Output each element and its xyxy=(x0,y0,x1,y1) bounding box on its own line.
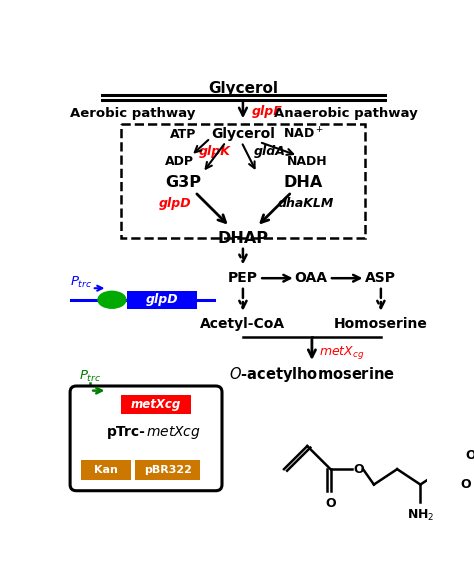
Text: pTrc-: pTrc- xyxy=(107,425,146,439)
Text: ATP: ATP xyxy=(170,128,196,141)
Text: G3P: G3P xyxy=(165,175,201,190)
Text: DHA: DHA xyxy=(284,175,323,190)
Text: OH: OH xyxy=(465,449,474,462)
Text: Homoserine: Homoserine xyxy=(334,317,428,331)
FancyBboxPatch shape xyxy=(81,460,130,480)
Text: NAD$^+$: NAD$^+$ xyxy=(283,127,324,142)
Text: O: O xyxy=(461,478,471,491)
Text: O: O xyxy=(325,497,336,510)
FancyBboxPatch shape xyxy=(121,395,191,414)
Text: $P_{trc}$: $P_{trc}$ xyxy=(79,369,101,384)
FancyBboxPatch shape xyxy=(135,460,201,480)
Text: glpD: glpD xyxy=(159,197,192,210)
Ellipse shape xyxy=(98,291,126,308)
Text: OAA: OAA xyxy=(295,271,328,285)
FancyBboxPatch shape xyxy=(70,386,222,490)
Text: Glycerol: Glycerol xyxy=(211,127,275,141)
Text: dhaKLM: dhaKLM xyxy=(277,197,334,210)
FancyBboxPatch shape xyxy=(128,291,197,309)
Text: $metX_{cg}$: $metX_{cg}$ xyxy=(319,344,364,360)
Text: glpK: glpK xyxy=(198,146,230,158)
Text: $P_{trc}$: $P_{trc}$ xyxy=(70,275,92,291)
Text: Kan: Kan xyxy=(94,465,118,475)
Text: glpF: glpF xyxy=(251,105,282,119)
Text: glpD: glpD xyxy=(146,293,179,306)
Text: O: O xyxy=(353,462,364,476)
Text: ADP: ADP xyxy=(165,155,194,168)
Text: NADH: NADH xyxy=(287,155,328,168)
Text: Aerobic pathway: Aerobic pathway xyxy=(70,107,196,120)
Text: gldA: gldA xyxy=(254,146,286,158)
Text: PEP: PEP xyxy=(228,271,258,285)
Text: pBR322: pBR322 xyxy=(144,465,191,475)
Text: ASP: ASP xyxy=(365,271,396,285)
Text: $metXcg$: $metXcg$ xyxy=(146,423,201,441)
Text: Glycerol: Glycerol xyxy=(208,81,278,96)
Text: metXcg: metXcg xyxy=(131,398,181,411)
Text: Anaerobic pathway: Anaerobic pathway xyxy=(274,107,418,120)
Text: Acetyl-CoA: Acetyl-CoA xyxy=(201,317,285,331)
Text: $O$-acetylhomoserine: $O$-acetylhomoserine xyxy=(229,365,395,384)
Text: NH$_2$: NH$_2$ xyxy=(407,508,434,523)
Text: DHAP: DHAP xyxy=(218,231,268,246)
